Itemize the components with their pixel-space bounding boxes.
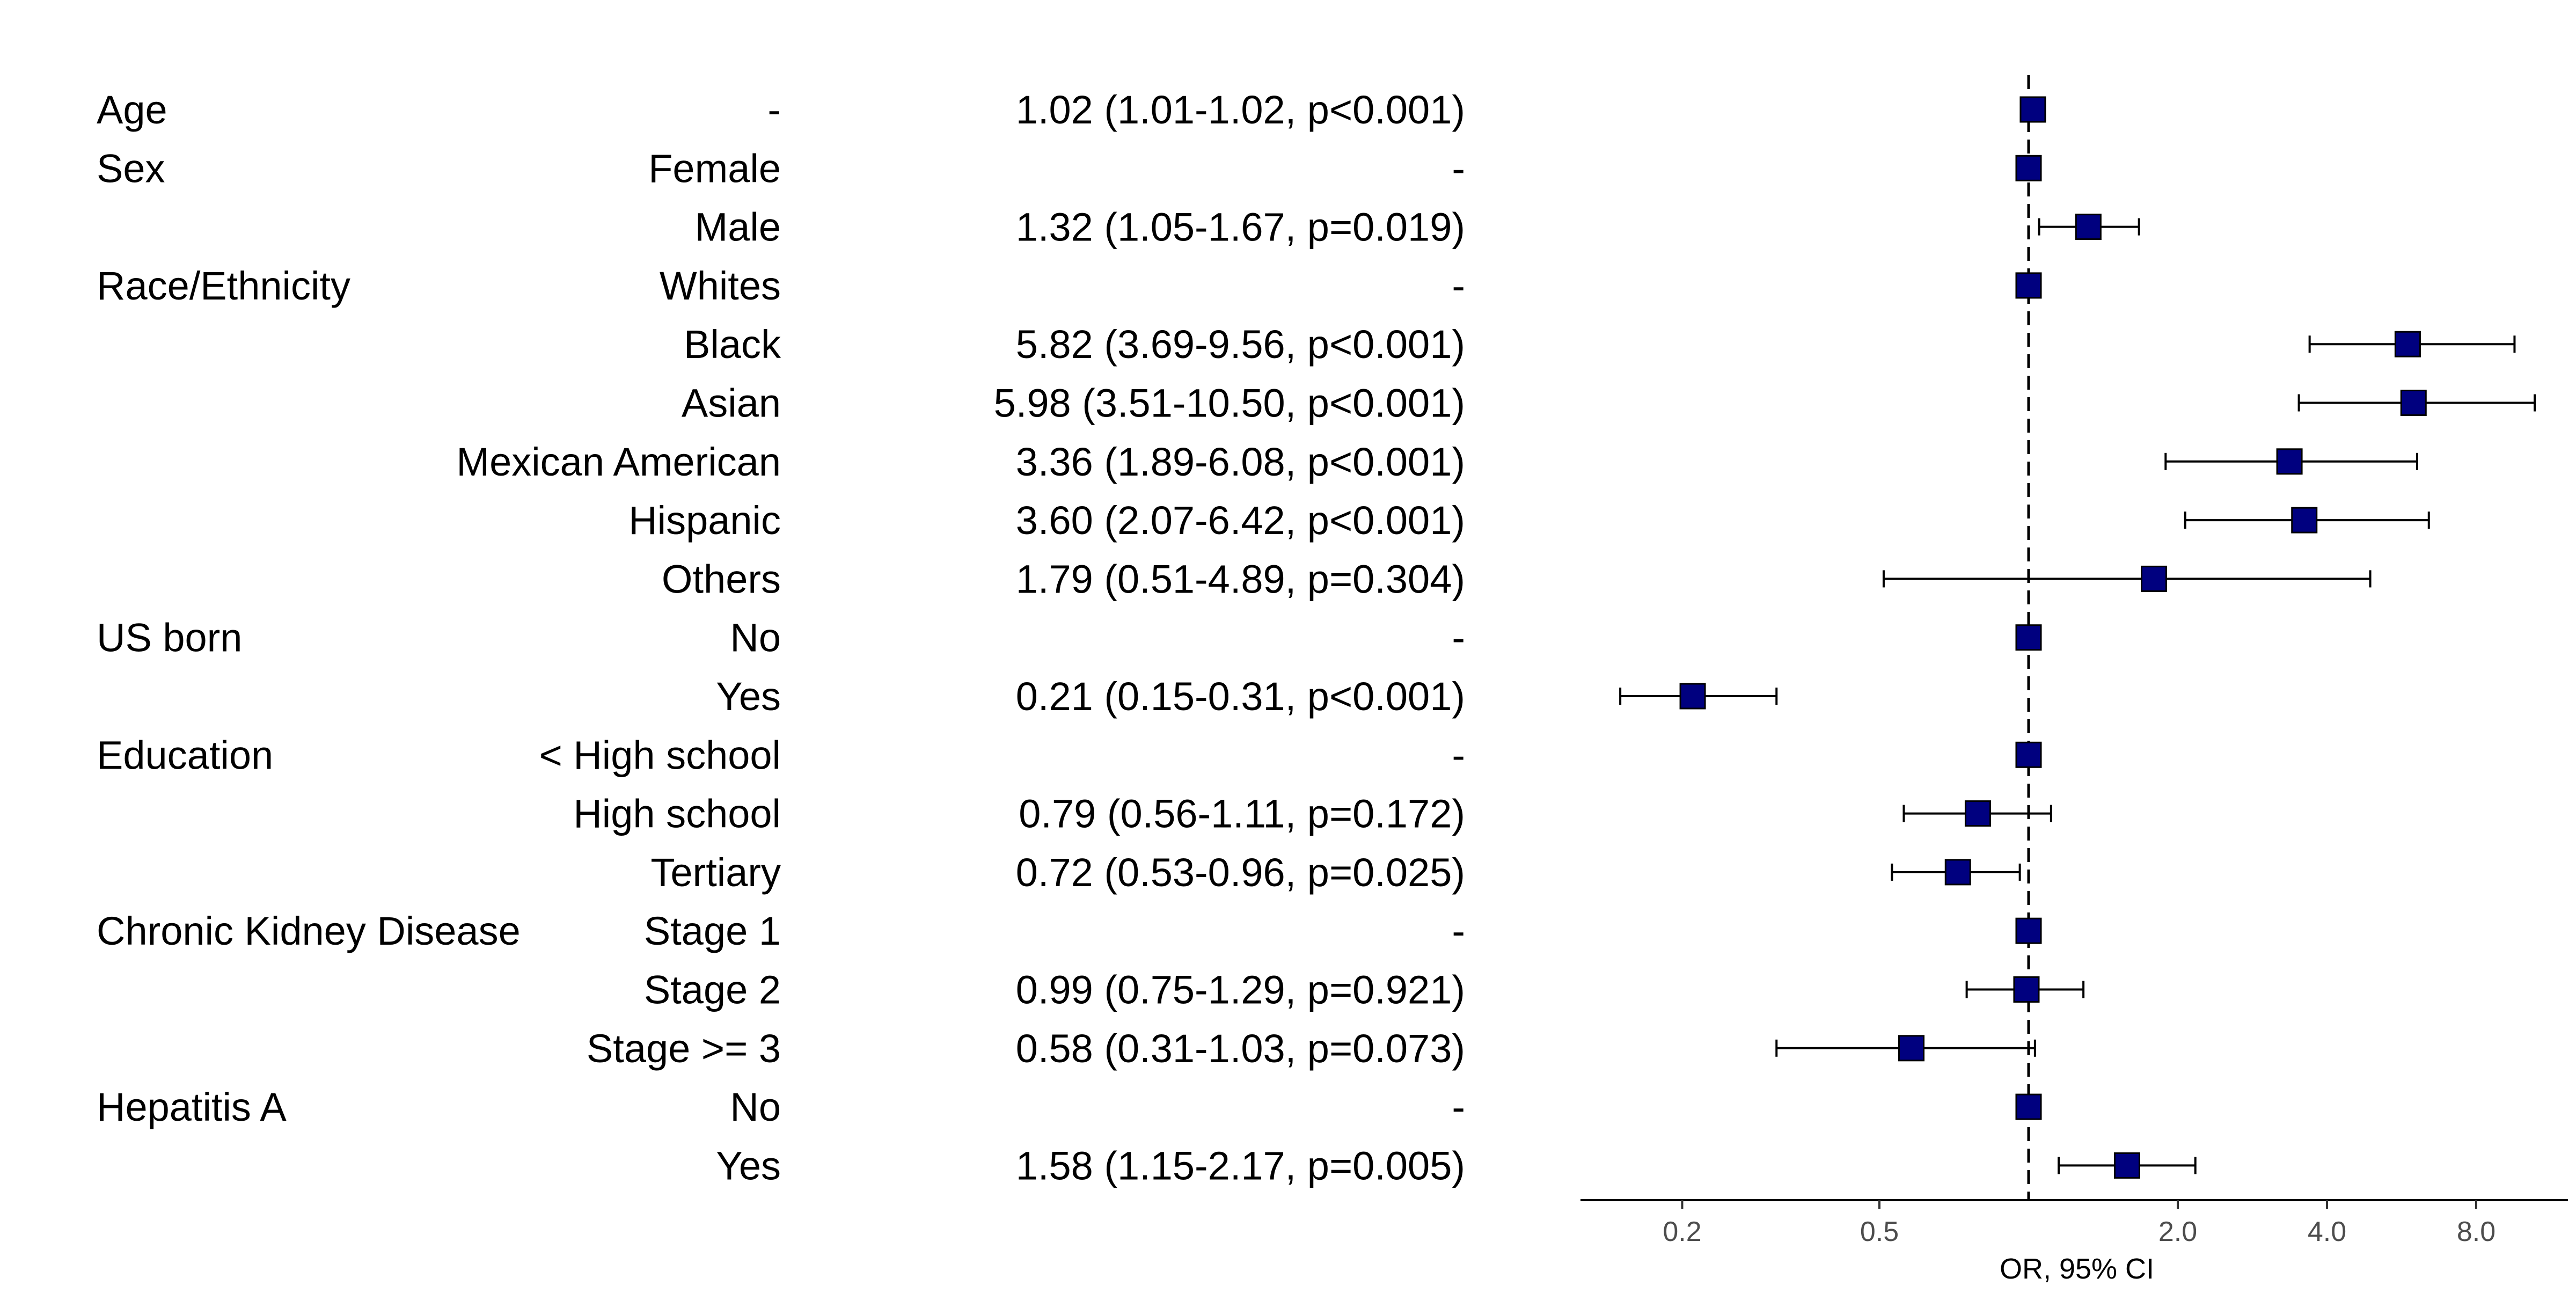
or-point — [1679, 683, 1706, 710]
level-label: No — [730, 1085, 781, 1129]
level-label: - — [767, 87, 781, 132]
or-point — [2013, 976, 2040, 1003]
or-point — [2015, 917, 2042, 944]
or-ci-text: 0.21 (0.15-0.31, p<0.001) — [1016, 674, 1465, 719]
or-ci-text: 0.79 (0.56-1.11, p=0.172) — [1019, 792, 1465, 836]
or-ci-text: 3.60 (2.07-6.42, p<0.001) — [1016, 498, 1465, 543]
or-point — [2113, 1152, 2140, 1179]
level-label: Mexican American — [456, 440, 781, 484]
variable-label: Hepatitis A — [97, 1085, 287, 1129]
x-axis-title: OR, 95% CI — [2000, 1253, 2154, 1285]
or-ci-text: 1.02 (1.01-1.02, p<0.001) — [1016, 87, 1465, 132]
level-label: Others — [662, 557, 781, 601]
or-point — [2015, 155, 2042, 181]
level-label: Stage >= 3 — [587, 1026, 781, 1071]
or-point — [2015, 624, 2042, 651]
or-point — [1944, 859, 1971, 886]
or-ci-text: 1.79 (0.51-4.89, p=0.304) — [1016, 557, 1465, 601]
variable-label: Age — [97, 87, 167, 132]
level-label: Stage 1 — [644, 909, 781, 953]
level-label: Whites — [660, 264, 781, 308]
x-tick-label: 0.5 — [1860, 1216, 1899, 1247]
level-label: Asian — [682, 381, 781, 426]
or-ci-text: 5.98 (3.51-10.50, p<0.001) — [994, 381, 1465, 426]
variable-label: Sex — [97, 146, 165, 191]
level-label: Female — [648, 146, 781, 191]
or-ci-text: - — [1452, 1085, 1465, 1129]
variable-label: Race/Ethnicity — [97, 264, 350, 308]
x-tick-label: 0.2 — [1663, 1216, 1701, 1247]
variable-label: Chronic Kidney Disease — [97, 909, 521, 953]
or-ci-text: 0.58 (0.31-1.03, p=0.073) — [1016, 1026, 1465, 1071]
or-ci-text: 1.58 (1.15-2.17, p=0.005) — [1016, 1143, 1465, 1188]
or-point — [2015, 741, 2042, 768]
or-point — [1964, 800, 1991, 827]
plot-panel: 0.2 0.5 2.0 4.0 8.0 OR, 95% CI — [1580, 75, 2568, 1285]
or-point — [2075, 214, 2102, 240]
or-ci-text: 1.32 (1.05-1.67, p=0.019) — [1016, 205, 1465, 250]
or-point — [2015, 1093, 2042, 1120]
or-ci-text: - — [1452, 146, 1465, 191]
or-ci-text: - — [1452, 264, 1465, 308]
x-axis-ticks: 0.2 0.5 2.0 4.0 8.0 — [1663, 1200, 2496, 1247]
level-label: Yes — [716, 1143, 781, 1188]
variable-label: Education — [97, 733, 273, 777]
or-point — [2400, 390, 2427, 416]
variable-label: US born — [97, 616, 242, 660]
or-ci-text: 0.99 (0.75-1.29, p=0.921) — [1016, 968, 1465, 1012]
level-label: Tertiary — [650, 850, 781, 895]
or-ci-text: - — [1452, 616, 1465, 660]
x-tick-label: 2.0 — [2158, 1216, 2197, 1247]
or-ci-text: 0.72 (0.53-0.96, p=0.025) — [1016, 850, 1465, 895]
or-point — [2141, 565, 2168, 592]
or-point — [2291, 507, 2318, 534]
level-label: No — [730, 616, 781, 660]
level-label: Black — [684, 322, 781, 367]
estimate-marks — [1619, 96, 2536, 1179]
or-ci-text: 3.36 (1.89-6.08, p<0.001) — [1016, 440, 1465, 484]
or-point — [1898, 1035, 1925, 1062]
level-label: < High school — [539, 733, 781, 777]
level-label: High school — [573, 792, 781, 836]
table-columns: Age - 1.02 (1.01-1.02, p<0.001) Sex Female - M… — [97, 87, 1465, 1188]
level-label: Male — [695, 205, 781, 250]
x-tick-label: 4.0 — [2308, 1216, 2346, 1247]
or-ci-text: 5.82 (3.69-9.56, p<0.001) — [1016, 322, 1465, 367]
x-tick-label: 8.0 — [2457, 1216, 2496, 1247]
level-label: Hispanic — [628, 498, 781, 543]
or-point — [2019, 96, 2046, 123]
or-ci-text: - — [1452, 909, 1465, 953]
level-label: Stage 2 — [644, 968, 781, 1012]
or-point — [2015, 272, 2042, 299]
or-ci-text: - — [1452, 733, 1465, 777]
or-point — [2394, 331, 2421, 357]
level-label: Yes — [716, 674, 781, 719]
or-point — [2276, 448, 2303, 475]
